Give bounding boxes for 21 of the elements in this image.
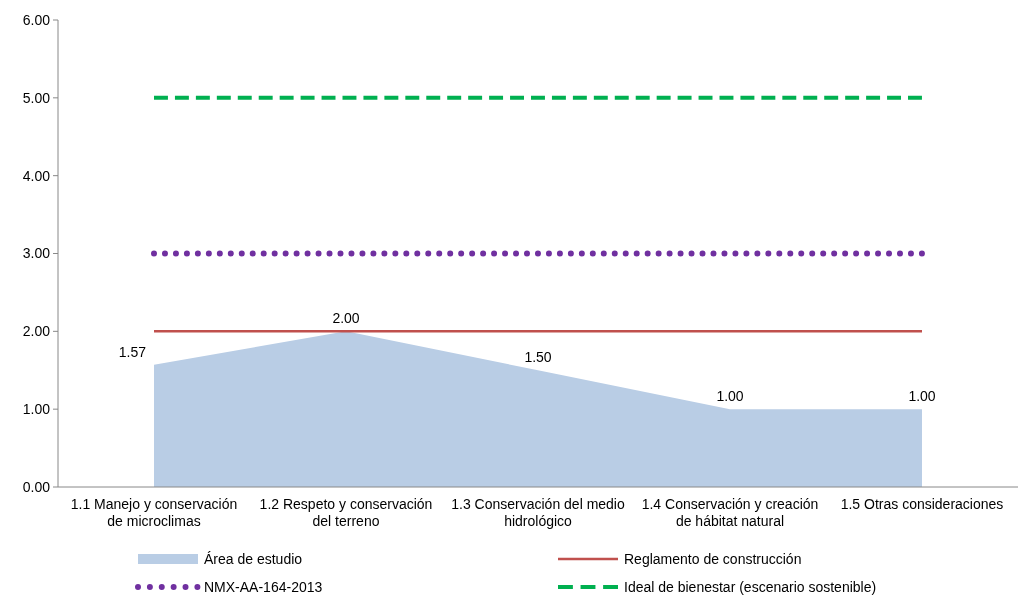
x-tick-label: 1.1 Manejo y conservación de microclimas bbox=[70, 496, 238, 529]
legend-label: NMX-AA-164-2013 bbox=[204, 578, 323, 595]
y-tick-label: 3.00 bbox=[22, 245, 51, 262]
x-tick-label: 1.2 Respeto y conservación del terreno bbox=[259, 496, 433, 529]
legend-label: Área de estudio bbox=[204, 550, 303, 567]
x-tick-label: 1.4 Conservación y creación de hábitat natural bbox=[641, 496, 819, 529]
x-tick-label: 1.5 Otras consideraciones bbox=[840, 496, 1004, 512]
data-label: 1.57 bbox=[118, 343, 147, 360]
y-tick-label: 1.00 bbox=[22, 401, 51, 418]
y-tick-label: 4.00 bbox=[22, 167, 51, 184]
data-label: 1.00 bbox=[716, 388, 744, 405]
data-label: 2.00 bbox=[332, 310, 360, 327]
y-tick-label: 6.00 bbox=[22, 11, 51, 28]
y-tick-label: 0.00 bbox=[22, 478, 51, 495]
data-label: 1.00 bbox=[908, 388, 936, 405]
legend-label: Ideal de bienestar (escenario sostenible) bbox=[624, 578, 877, 595]
legend-label: Reglamento de construcción bbox=[624, 550, 802, 567]
x-tick-label: 1.3 Conservación del medio hidrológico bbox=[451, 496, 625, 529]
y-tick-label: 5.00 bbox=[22, 89, 51, 106]
y-tick-label: 2.00 bbox=[22, 323, 51, 340]
data-label: 1.50 bbox=[524, 349, 552, 366]
